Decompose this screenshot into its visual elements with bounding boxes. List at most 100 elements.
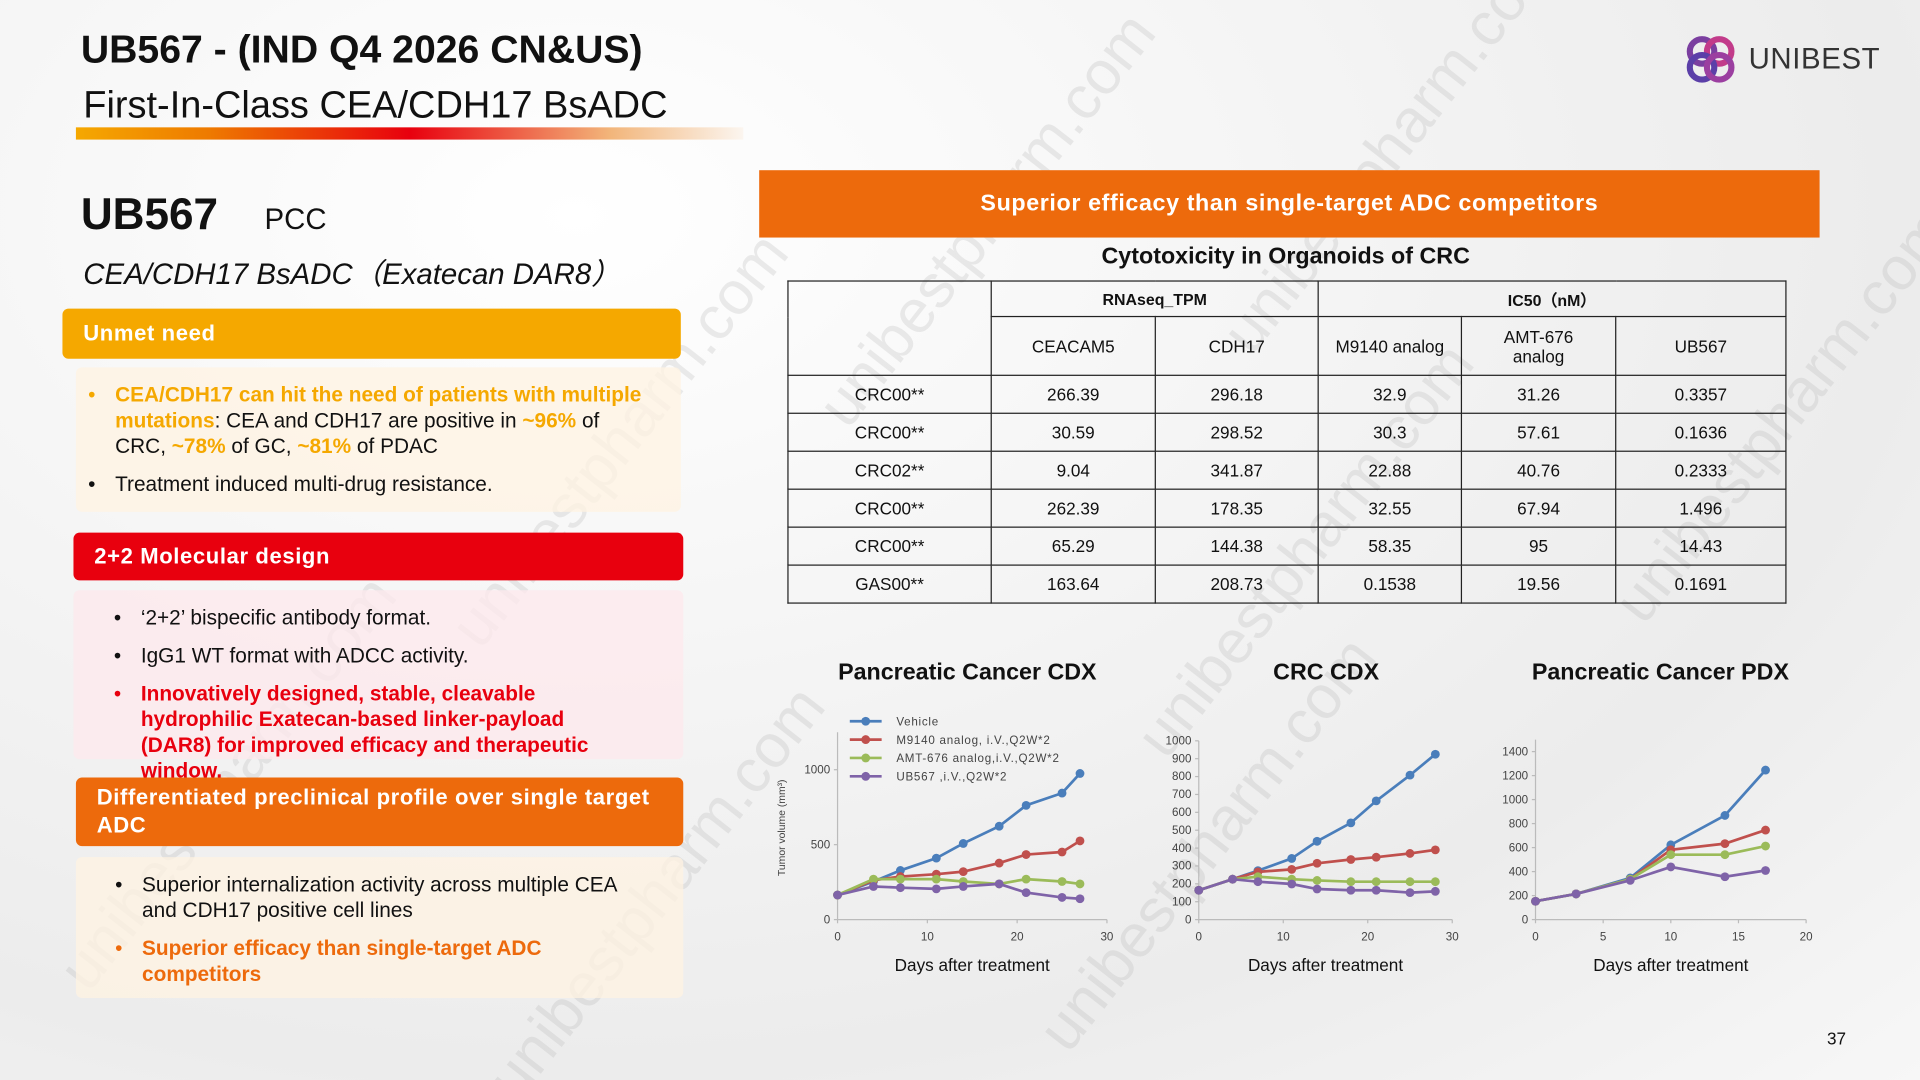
x-tick-label: 15 <box>1732 930 1745 943</box>
data-point <box>1720 850 1730 860</box>
table-cell: 9.04 <box>990 450 1156 490</box>
legend-marker <box>861 735 871 745</box>
data-point <box>1371 885 1381 895</box>
data-point <box>1057 877 1067 886</box>
legend-label: UB567 ,i.V.,Q2W*2 <box>896 771 1007 784</box>
y-tick-label: 600 <box>1172 806 1192 819</box>
bullet-text: of GC, <box>225 434 298 458</box>
data-point <box>1075 836 1085 846</box>
y-tick-label: 400 <box>1509 865 1529 878</box>
data-point <box>931 853 941 863</box>
data-point <box>1057 788 1067 798</box>
bullet-text: Superior internalization activity across… <box>142 873 617 923</box>
title-underline <box>75 127 744 140</box>
table-cell: 341.87 <box>1154 450 1319 490</box>
data-table: RNAseq_TPM IC50（nM） CEACAM5 CDH17 M9140 anal… <box>787 280 1787 604</box>
x-tick-label: 10 <box>921 930 934 943</box>
data-point <box>1430 845 1440 855</box>
product-tag: PCC <box>264 203 327 237</box>
data-point <box>1287 879 1297 889</box>
x-tick-label: 20 <box>1800 930 1813 943</box>
data-point <box>1666 850 1676 860</box>
x-tick-label: 10 <box>1277 930 1290 943</box>
data-point <box>1057 893 1067 902</box>
data-point <box>1571 889 1581 899</box>
table-cell: 19.56 <box>1460 564 1617 604</box>
y-tick-label: 1000 <box>1166 734 1192 747</box>
data-point <box>1405 888 1415 898</box>
data-point <box>1405 849 1415 858</box>
data-point <box>994 821 1004 831</box>
data-point <box>1021 874 1031 884</box>
data-point <box>1228 874 1237 884</box>
bullet-text: : CEA and CDH17 are positive in <box>214 408 523 433</box>
data-point <box>1761 841 1770 851</box>
table-cell: 32.55 <box>1317 488 1463 528</box>
x-tick-label: 5 <box>1600 930 1606 943</box>
column-header: CEACAM5 <box>990 315 1156 376</box>
data-point <box>958 867 968 877</box>
table-cell <box>787 280 992 376</box>
bullet: CEA/CDH17 can hit the need of patients w… <box>88 382 642 459</box>
section-header: Unmet need <box>62 308 681 359</box>
row-label: CRC00** <box>787 374 992 414</box>
x-tick-label: 20 <box>1011 930 1024 943</box>
y-tick-label: 900 <box>1172 752 1192 765</box>
data-point <box>1075 894 1085 904</box>
data-point <box>931 874 941 884</box>
y-tick-label: 300 <box>1172 860 1192 873</box>
data-point <box>994 879 1004 889</box>
series-line <box>1198 753 1437 892</box>
x-axis-label: Days after treatment <box>895 955 1050 975</box>
x-tick-label: 0 <box>1532 930 1539 943</box>
table-cell: 208.73 <box>1154 564 1319 604</box>
y-tick-label: 0 <box>824 913 831 926</box>
data-point <box>1720 811 1730 820</box>
data-point <box>1405 877 1415 887</box>
x-tick-label: 0 <box>1196 930 1203 943</box>
table-cell: 57.61 <box>1460 412 1617 452</box>
bullet-text: Innovatively designed, stable, cleavable… <box>140 682 589 783</box>
table-cell: 95 <box>1460 526 1617 566</box>
table-cell: 40.76 <box>1460 450 1617 490</box>
data-point <box>869 874 878 884</box>
bullet-list: CEA/CDH17 can hit the need of patients w… <box>88 382 642 497</box>
section-header: 2+2 Molecular design <box>73 532 684 581</box>
data-point <box>896 883 905 893</box>
bullet-text: ~81% <box>297 434 352 458</box>
data-point <box>994 858 1004 868</box>
data-point <box>1720 872 1730 882</box>
data-point <box>1625 875 1635 885</box>
data-point <box>1371 877 1381 887</box>
chart-title: CRC CDX <box>1273 659 1379 685</box>
row-label: GAS00** <box>787 564 992 604</box>
table-row: RNAseq_TPM IC50（nM） <box>787 280 1787 376</box>
table-cell: 0.1636 <box>1615 412 1787 452</box>
subtitle: First-In-Class CEA/CDH17 BsADC <box>83 83 668 127</box>
bullet-text: IgG1 WT format with ADCC activity. <box>140 644 469 668</box>
section-body: Superior internalization activity across… <box>75 857 684 998</box>
table-container: RNAseq_TPM IC50（nM） CEACAM5 CDH17 M9140 anal… <box>787 280 1787 604</box>
bullet: Superior internalization activity across… <box>115 872 656 923</box>
bullet: Superior efficacy than single-target ADC… <box>115 936 656 987</box>
table-title: Cytotoxicity in Organoids of CRC <box>1101 243 1470 270</box>
data-point <box>1430 886 1440 896</box>
data-point <box>1075 769 1085 778</box>
x-tick-label: 10 <box>1664 930 1677 943</box>
y-tick-label: 600 <box>1509 841 1529 854</box>
data-point <box>1405 770 1415 780</box>
data-point <box>1346 855 1356 864</box>
table-cell: 0.1691 <box>1615 564 1787 604</box>
y-tick-label: 800 <box>1172 770 1192 783</box>
data-point <box>958 839 968 848</box>
data-point <box>1194 885 1204 895</box>
table-cell: 1.496 <box>1615 488 1787 528</box>
x-axis-label: Days after treatment <box>1593 955 1748 975</box>
data-point <box>869 882 878 891</box>
data-point <box>1312 858 1322 868</box>
y-tick-label: 200 <box>1509 889 1529 902</box>
table-cell: 58.35 <box>1317 526 1463 566</box>
data-point <box>1346 818 1356 828</box>
y-tick-label: 500 <box>811 838 831 851</box>
